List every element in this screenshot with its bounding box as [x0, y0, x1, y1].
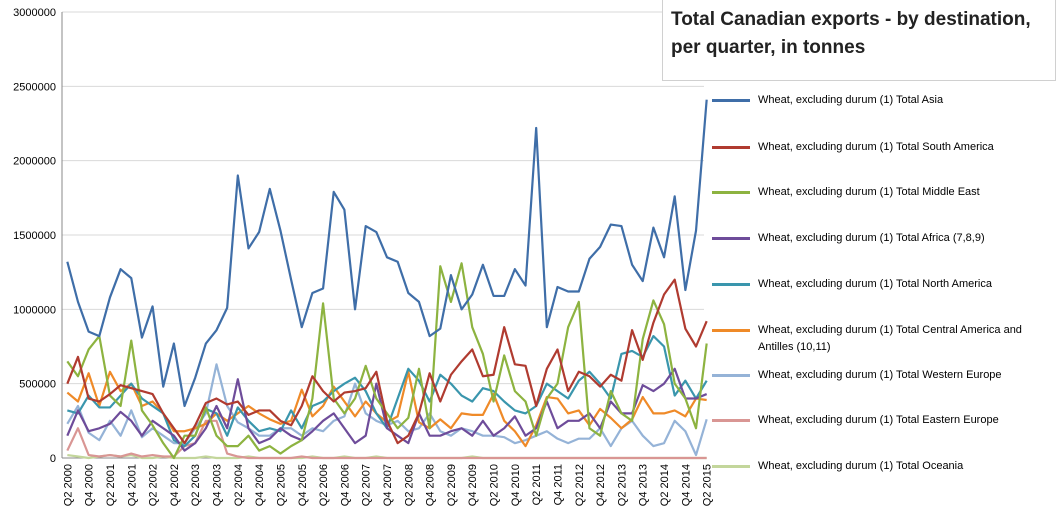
legend-label: Wheat, excluding durum (1) Total Western… [758, 369, 1002, 381]
x-tick-label: Q4 2010 [510, 464, 522, 506]
legend-swatch [712, 419, 750, 422]
series-line [66, 262, 708, 460]
legend-swatch [712, 374, 750, 377]
x-tick-label: Q4 2009 [467, 464, 479, 506]
x-tick-label: Q2 2003 [190, 464, 202, 506]
x-tick-label: Q4 2013 [638, 464, 650, 506]
legend-label: Wheat, excluding durum (1) Total Oceania [758, 460, 964, 472]
legend-label: Wheat, excluding durum (1) Total Central… [758, 324, 1022, 353]
x-tick-label: Q4 2005 [297, 464, 309, 506]
x-tick-label: Q4 2004 [254, 464, 266, 506]
x-tick-label: Q4 2001 [126, 464, 138, 506]
legend-item: Wheat, excluding durum (1) Total Central… [712, 322, 1056, 356]
x-tick-label: Q2 2000 [62, 464, 74, 506]
y-tick-label: 0 [50, 453, 56, 465]
legend-swatch [712, 237, 750, 240]
x-tick-label: Q2 2010 [489, 464, 501, 506]
x-tick-label: Q2 2015 [702, 464, 714, 506]
x-tick-label: Q4 2002 [169, 464, 181, 506]
legend-swatch [712, 99, 750, 102]
y-tick-label: 1000000 [13, 304, 56, 316]
y-tick-label: 500000 [19, 379, 56, 391]
x-tick-label: Q4 2014 [680, 464, 692, 506]
legend-item: Wheat, excluding durum (1) Total South A… [712, 139, 1056, 156]
series-line [66, 367, 708, 452]
x-tick-label: Q2 2002 [148, 464, 160, 506]
series-line [66, 99, 708, 408]
x-tick-label: Q4 2006 [339, 464, 351, 506]
x-tick-label: Q2 2012 [574, 464, 586, 506]
x-tick-label: Q4 2008 [425, 464, 437, 506]
x-tick-label: Q4 2007 [382, 464, 394, 506]
legend-label: Wheat, excluding durum (1) Total South A… [758, 141, 994, 153]
x-tick-label: Q2 2006 [318, 464, 330, 506]
legend-swatch [712, 191, 750, 194]
y-tick-label: 2500000 [13, 81, 56, 93]
y-tick-label: 2000000 [13, 156, 56, 168]
legend-swatch [712, 146, 750, 149]
x-tick-label: Q4 2012 [595, 464, 607, 506]
legend-item: Wheat, excluding durum (1) Total North A… [712, 276, 1056, 293]
legend-item: Wheat, excluding durum (1) Total Asia [712, 92, 1056, 109]
x-tick-label: Q2 2007 [361, 464, 373, 506]
x-tick-label: Q2 2009 [446, 464, 458, 506]
legend-swatch [712, 283, 750, 286]
x-tick-label: Q2 2001 [105, 464, 117, 506]
x-tick-label: Q2 2004 [233, 464, 245, 506]
legend-label: Wheat, excluding durum (1) Total Africa … [758, 232, 985, 244]
y-tick-label: 3000000 [13, 7, 56, 19]
legend-swatch [712, 329, 750, 332]
x-tick-label: Q4 2003 [212, 464, 224, 506]
x-tick-label: Q2 2013 [616, 464, 628, 506]
legend-item: Wheat, excluding durum (1) Total Africa … [712, 230, 1056, 247]
legend-label: Wheat, excluding durum (1) Total North A… [758, 278, 992, 290]
legend-swatch [712, 465, 750, 468]
x-tick-label: Q2 2008 [403, 464, 415, 506]
legend-label: Wheat, excluding durum (1) Total Middle … [758, 186, 980, 198]
legend-item: Wheat, excluding durum (1) Total Western… [712, 367, 1056, 384]
legend-item: Wheat, excluding durum (1) Total Eastern… [712, 412, 1056, 429]
x-tick-label: Q4 2011 [552, 464, 564, 505]
series-line [66, 278, 708, 445]
x-tick-label: Q2 2005 [275, 464, 287, 506]
chart-title: Total Canadian exports - by destination,… [662, 0, 1056, 81]
x-tick-label: Q2 2014 [659, 464, 671, 506]
legend-label: Wheat, excluding durum (1) Total Asia [758, 94, 944, 106]
legend-item: Wheat, excluding durum (1) Total Middle … [712, 184, 1056, 201]
legend-label: Wheat, excluding durum (1) Total Eastern… [758, 414, 999, 426]
x-tick-label: Q2 2011 [531, 464, 543, 505]
y-tick-label: 1500000 [13, 230, 56, 242]
legend-item: Wheat, excluding durum (1) Total Oceania [712, 458, 1056, 475]
x-tick-label: Q4 2000 [84, 464, 96, 506]
